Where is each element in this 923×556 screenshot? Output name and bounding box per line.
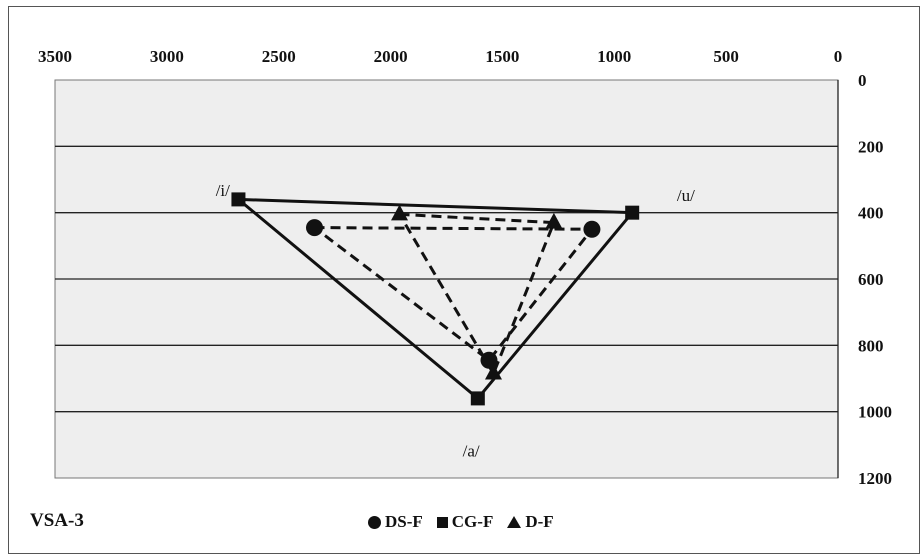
chart-title: VSA-3 bbox=[30, 510, 84, 531]
data-point-cg-f bbox=[470, 391, 485, 406]
series-line-ds-f bbox=[310, 226, 595, 363]
x-tick-label: 1500 bbox=[485, 47, 519, 66]
x-tick-label: 0 bbox=[834, 47, 843, 66]
y-axis-ticks: 0 200 400 600 800 1000 1200 bbox=[858, 71, 892, 488]
y-tick-label: 1200 bbox=[858, 469, 892, 488]
x-tick-label: 2500 bbox=[262, 47, 296, 66]
y-tick-label: 600 bbox=[858, 270, 884, 289]
legend-label: CG-F bbox=[451, 512, 494, 531]
square-marker-icon bbox=[436, 516, 448, 528]
circle-marker-icon bbox=[368, 515, 381, 529]
data-point-cg-f bbox=[231, 192, 246, 207]
y-tick-label: 200 bbox=[858, 137, 884, 156]
vowel-labels: /i/ /u/ /a/ bbox=[216, 181, 695, 460]
series-lines bbox=[234, 197, 636, 401]
x-tick-label: 500 bbox=[713, 47, 739, 66]
y-tick-label: 800 bbox=[858, 336, 884, 355]
data-point-ds-f bbox=[583, 220, 601, 238]
legend: DS-F CG-F D-F bbox=[368, 512, 554, 532]
data-point-d-f bbox=[484, 363, 502, 380]
legend-label: DS-F bbox=[385, 512, 423, 531]
vowel-label: /a/ bbox=[463, 441, 480, 460]
x-tick-label: 3000 bbox=[150, 47, 184, 66]
vowel-label: /i/ bbox=[216, 181, 230, 200]
vowel-label: /u/ bbox=[677, 186, 695, 205]
data-point-d-f bbox=[545, 212, 563, 229]
triangle-marker-icon bbox=[507, 516, 522, 528]
chart-frame bbox=[8, 6, 920, 554]
legend-item-d-f: D-F bbox=[507, 512, 554, 532]
x-axis-ticks: 3500 3000 2500 2000 1500 1000 500 0 bbox=[38, 47, 842, 66]
legend-label: D-F bbox=[525, 512, 554, 531]
y-tick-label: 1000 bbox=[858, 403, 892, 422]
x-tick-label: 3500 bbox=[38, 47, 72, 66]
series-line-d-f bbox=[396, 212, 557, 377]
data-point-d-f bbox=[391, 204, 409, 221]
legend-item-cg-f: CG-F bbox=[436, 512, 494, 532]
data-point-cg-f bbox=[625, 205, 640, 220]
series-line-cg-f bbox=[234, 197, 636, 401]
data-point-ds-f bbox=[480, 351, 498, 369]
x-tick-label: 2000 bbox=[374, 47, 408, 66]
data-point-ds-f bbox=[306, 219, 324, 237]
legend-item-ds-f: DS-F bbox=[368, 512, 423, 532]
y-tick-label: 400 bbox=[858, 204, 884, 223]
y-tick-label: 0 bbox=[858, 71, 867, 90]
series-markers bbox=[231, 192, 640, 406]
x-tick-label: 1000 bbox=[597, 47, 631, 66]
gridlines bbox=[55, 80, 839, 478]
